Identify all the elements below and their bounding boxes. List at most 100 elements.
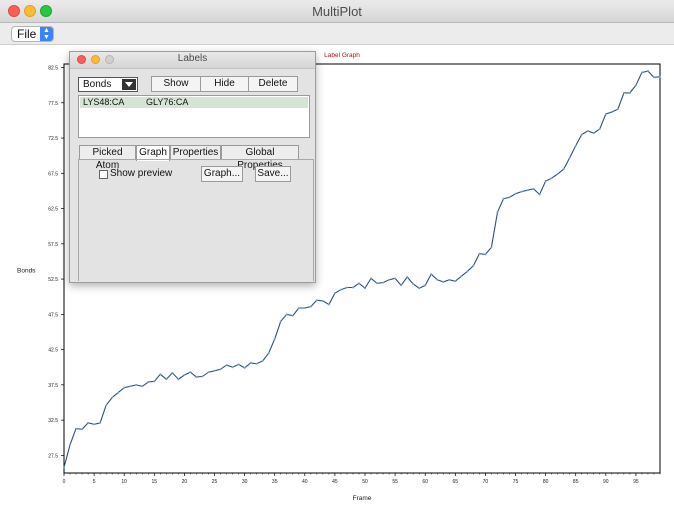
data-point bbox=[195, 376, 198, 379]
data-point bbox=[574, 144, 577, 147]
label-category-value: Bonds bbox=[83, 79, 112, 90]
minimize-panel-button[interactable] bbox=[91, 55, 100, 64]
x-tick-label: 0 bbox=[63, 479, 66, 485]
labels-panel: Labels Bonds Show Hide Delete LYS48:CA G… bbox=[69, 51, 316, 283]
y-tick-label: 32.5 bbox=[48, 418, 58, 424]
data-point bbox=[640, 71, 643, 74]
data-point bbox=[225, 364, 228, 367]
data-point bbox=[213, 369, 216, 372]
data-point bbox=[550, 177, 553, 180]
tab-global-properties[interactable]: Global Properties bbox=[221, 145, 299, 171]
labels-panel-title-bar[interactable]: Labels bbox=[70, 52, 315, 69]
data-point bbox=[604, 113, 607, 116]
data-point bbox=[466, 270, 469, 273]
data-point bbox=[93, 423, 96, 426]
data-point bbox=[171, 371, 174, 374]
data-point bbox=[105, 404, 108, 407]
close-panel-button[interactable] bbox=[77, 55, 86, 64]
plot-frame bbox=[63, 63, 661, 474]
save-button[interactable]: Save... bbox=[255, 166, 291, 182]
data-point bbox=[69, 443, 72, 446]
hide-button[interactable]: Hide bbox=[200, 76, 249, 92]
show-preview-checkbox[interactable] bbox=[99, 170, 108, 179]
list-item[interactable]: LYS48:CA GLY76:CA bbox=[80, 97, 308, 108]
y-tick-label: 47.5 bbox=[48, 312, 58, 318]
data-point bbox=[424, 284, 427, 287]
y-tick-label: 67.5 bbox=[48, 171, 58, 177]
data-point bbox=[544, 180, 547, 183]
x-tick-label: 75 bbox=[513, 479, 519, 485]
graph-tab-content bbox=[78, 159, 314, 281]
data-point bbox=[333, 292, 336, 295]
data-point bbox=[183, 373, 186, 376]
data-point bbox=[430, 273, 433, 276]
zoom-window-button[interactable] bbox=[40, 5, 52, 17]
minimize-window-button[interactable] bbox=[24, 5, 36, 17]
label-category-select[interactable]: Bonds bbox=[78, 77, 138, 92]
file-menu-button[interactable]: File ▲ ▼ bbox=[11, 26, 54, 42]
tab-picked-atom[interactable]: Picked Atom bbox=[79, 145, 136, 171]
x-tick-label: 10 bbox=[121, 479, 127, 485]
x-tick-label: 30 bbox=[242, 479, 248, 485]
tab-properties[interactable]: Properties bbox=[170, 145, 221, 160]
delete-button[interactable]: Delete bbox=[248, 76, 298, 92]
data-point bbox=[364, 287, 367, 290]
x-tick-label: 45 bbox=[332, 479, 338, 485]
data-point bbox=[87, 421, 90, 424]
data-point bbox=[117, 391, 120, 394]
data-point bbox=[261, 359, 264, 362]
data-point bbox=[303, 306, 306, 309]
data-point bbox=[129, 385, 132, 388]
close-window-button[interactable] bbox=[8, 5, 20, 17]
x-axis-label: Frame bbox=[353, 495, 372, 502]
graph-button[interactable]: Graph... bbox=[201, 166, 243, 182]
data-point bbox=[111, 396, 114, 399]
zoom-panel-button[interactable] bbox=[105, 55, 114, 64]
x-tick-label: 70 bbox=[483, 479, 489, 485]
x-tick-label: 40 bbox=[302, 479, 308, 485]
data-point bbox=[448, 278, 451, 281]
show-button[interactable]: Show bbox=[151, 76, 201, 92]
data-point bbox=[652, 76, 655, 79]
y-tick-label: 42.5 bbox=[48, 348, 58, 354]
data-point bbox=[201, 375, 204, 378]
data-point bbox=[165, 378, 168, 381]
x-tick-label: 90 bbox=[603, 479, 609, 485]
data-point bbox=[406, 275, 409, 278]
data-point bbox=[81, 428, 84, 431]
data-point bbox=[376, 282, 379, 285]
data-point bbox=[273, 338, 276, 341]
y-tick-label: 77.5 bbox=[48, 101, 58, 107]
list-item-atom1: LYS48:CA bbox=[83, 97, 125, 107]
data-point bbox=[514, 192, 517, 195]
data-point bbox=[484, 253, 487, 256]
data-point bbox=[532, 187, 535, 190]
x-tick-label: 95 bbox=[633, 479, 639, 485]
data-point bbox=[351, 286, 354, 289]
label-list[interactable]: LYS48:CA GLY76:CA bbox=[78, 95, 310, 138]
data-point bbox=[309, 305, 312, 308]
data-point bbox=[442, 280, 445, 283]
x-tick-label: 55 bbox=[392, 479, 398, 485]
data-point bbox=[598, 127, 601, 130]
y-tick-label: 37.5 bbox=[48, 383, 58, 389]
data-point bbox=[123, 386, 126, 389]
data-point bbox=[580, 133, 583, 136]
x-tick-label: 25 bbox=[212, 479, 218, 485]
menu-bar bbox=[0, 23, 674, 45]
data-point bbox=[628, 91, 631, 94]
data-point bbox=[279, 320, 282, 323]
data-point bbox=[189, 371, 192, 374]
data-point bbox=[153, 380, 156, 383]
y-axis-label: Bonds bbox=[17, 268, 36, 275]
data-point bbox=[562, 168, 565, 171]
tab-graph[interactable]: Graph bbox=[136, 145, 170, 161]
data-point bbox=[502, 197, 505, 200]
data-point bbox=[321, 299, 324, 302]
data-point bbox=[394, 277, 397, 280]
data-point bbox=[370, 277, 373, 280]
x-tick-label: 60 bbox=[422, 479, 428, 485]
data-point bbox=[177, 378, 180, 381]
data-point bbox=[592, 132, 595, 135]
data-point bbox=[388, 278, 391, 281]
